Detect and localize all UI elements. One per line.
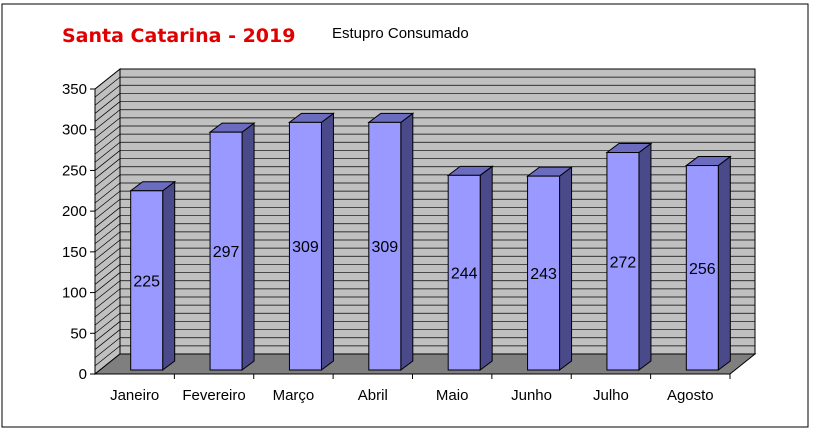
gridline-side: [94, 313, 121, 334]
gridline-side: [94, 223, 121, 244]
x-tick-label: Março: [273, 387, 315, 404]
gridline-side: [94, 101, 121, 122]
bar: [606, 152, 640, 371]
y-tick-label: 50: [70, 325, 87, 342]
chart-title: Santa Catarina - 2019: [62, 25, 295, 47]
bar-side: [162, 180, 176, 371]
x-tick-label: Maio: [436, 387, 469, 404]
gridline-side: [94, 280, 121, 301]
x-tick-label: Agosto: [667, 387, 714, 404]
gridline-side: [94, 117, 121, 139]
gridline-side: [94, 85, 121, 106]
y-tick-label: 200: [62, 203, 87, 220]
x-tick-label: Abril: [358, 387, 388, 404]
side-wall: [94, 67, 121, 376]
gridline-side: [94, 166, 121, 187]
y-tick-label: 150: [62, 244, 87, 261]
chart-subtitle: Estupro Consumado: [332, 25, 469, 42]
bar-side: [320, 112, 334, 371]
data-label: 225: [133, 273, 160, 290]
gridline-side: [94, 304, 121, 326]
gridline-side: [94, 231, 121, 253]
gridline-side: [94, 272, 121, 293]
gridline-side: [94, 76, 121, 98]
y-tick-label: 100: [62, 285, 87, 302]
bar: [527, 175, 561, 371]
gridline-side: [94, 296, 121, 318]
bar-side: [559, 166, 573, 371]
data-label: 272: [610, 254, 637, 271]
gridline-side: [94, 345, 121, 367]
gridline-side: [94, 109, 121, 130]
gridline-side: [94, 321, 121, 342]
data-label: 297: [213, 244, 240, 261]
gridline-side: [94, 247, 121, 269]
gridline-side: [94, 93, 121, 114]
x-tick-label: Fevereiro: [182, 387, 245, 404]
bar: [368, 121, 402, 371]
data-label: 243: [530, 266, 557, 283]
data-label: 256: [689, 261, 716, 278]
gridline-side: [94, 215, 121, 236]
y-tick-label: 250: [62, 162, 87, 179]
gridline-side: [94, 207, 121, 228]
gridline-side: [94, 329, 121, 350]
gridline-side: [94, 150, 121, 171]
gridline-side: [94, 125, 121, 147]
gridline-side: [94, 190, 121, 212]
gridline-side: [94, 288, 121, 310]
gridline-side: [94, 174, 121, 196]
plot-area: 0 50 100 150 200 250 300 350 225 Janeiro 297 Fevere…: [62, 67, 757, 404]
data-label: 309: [292, 239, 319, 256]
bar-side: [400, 112, 414, 371]
gridline-side: [94, 264, 121, 285]
gridline-side: [94, 133, 121, 155]
x-tick-label: Janeiro: [110, 387, 159, 404]
y-tick-label: 350: [62, 81, 87, 98]
x-tick-label: Junho: [511, 387, 552, 404]
bar: [447, 174, 481, 371]
gridline-side: [94, 68, 121, 90]
bar-side: [717, 155, 731, 371]
gridline-side: [94, 158, 121, 179]
bar: [685, 165, 719, 371]
bar: [130, 190, 164, 371]
gridline-side: [94, 199, 121, 220]
data-label: 244: [451, 266, 478, 283]
gridline-side: [94, 239, 121, 261]
gridline-side: [94, 337, 121, 358]
gridline-side: [94, 182, 121, 204]
bar-side: [241, 122, 255, 371]
bar: [209, 131, 243, 371]
y-tick-label: 300: [62, 122, 87, 139]
gridline-side: [94, 256, 121, 277]
data-label: 309: [371, 239, 398, 256]
x-tick-label: Julho: [593, 387, 629, 404]
chart-floor: [93, 353, 757, 375]
y-tick-label: 0: [79, 366, 87, 383]
bar-side: [638, 142, 652, 371]
gridline-side: [94, 142, 121, 163]
bar: [288, 121, 322, 371]
bar-side: [479, 165, 493, 371]
